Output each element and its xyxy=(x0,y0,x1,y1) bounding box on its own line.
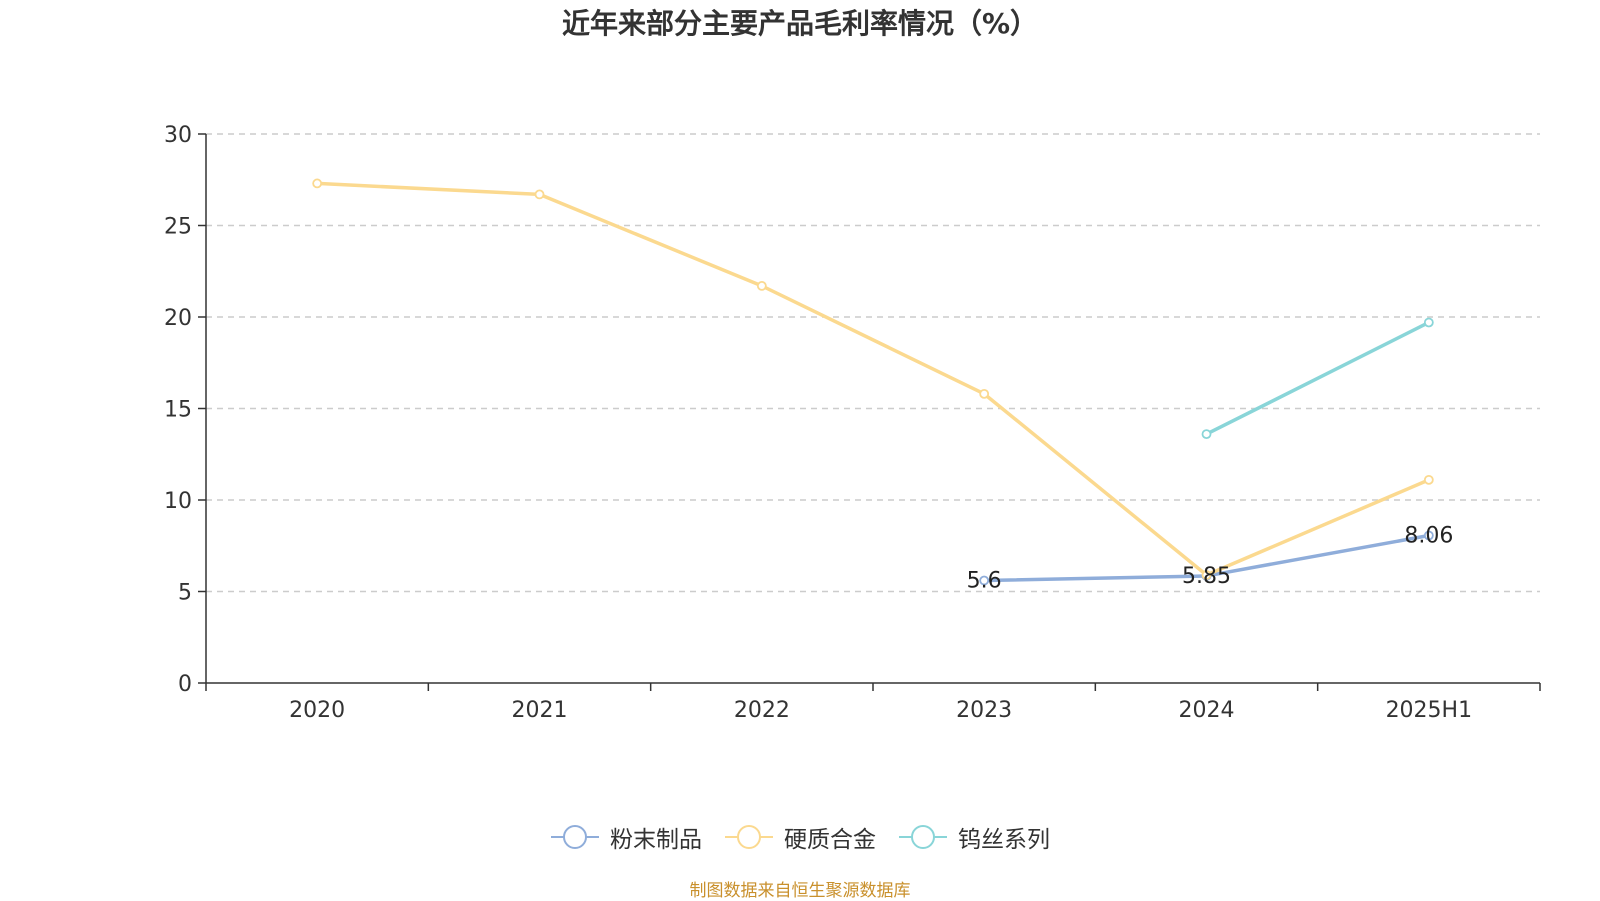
grid-lines xyxy=(206,133,1540,593)
data-point xyxy=(1201,570,1212,580)
legend-swatch-icon xyxy=(551,825,599,849)
data-point xyxy=(979,388,990,399)
y-tick-label: 10 xyxy=(164,489,192,514)
legend-swatch-marker xyxy=(911,825,935,849)
x-tick-label: 2024 xyxy=(1179,698,1235,723)
data-point xyxy=(1423,474,1434,485)
legend-swatch-icon xyxy=(725,825,773,849)
y-tick-label: 25 xyxy=(164,215,192,240)
legend-item-1[interactable]: 粉末制品 xyxy=(550,820,702,854)
x-tick-label: 2020 xyxy=(289,698,345,723)
series-line-3 xyxy=(1204,320,1431,436)
data-point xyxy=(1423,530,1434,541)
data-point xyxy=(756,280,767,291)
y-tick-label: 30 xyxy=(164,123,192,148)
legend-label: 钨丝系列 xyxy=(958,827,1050,853)
data-point xyxy=(1201,429,1212,440)
x-tick-label: 2023 xyxy=(956,698,1012,723)
series-line-2 xyxy=(315,181,1431,577)
data-point xyxy=(534,189,545,200)
x-tick-label: 2025H1 xyxy=(1386,698,1473,723)
legend-swatch-marker xyxy=(563,825,587,849)
y-tick-label: 15 xyxy=(164,398,192,423)
legend-swatch-marker xyxy=(737,825,761,849)
legend-item-2[interactable]: 硬质合金 xyxy=(724,820,876,854)
legend-label: 粉末制品 xyxy=(610,827,702,853)
x-tick-label: 2021 xyxy=(512,698,568,723)
data-point xyxy=(312,178,323,189)
y-tick-label: 0 xyxy=(178,672,192,697)
axes: 0 5 10 15 20 25 30 2020 2021 2022 2023 2024 2025H1 xyxy=(164,123,1541,723)
data-label: 5.6 xyxy=(967,569,1002,594)
series-lines xyxy=(312,178,1434,586)
source-note: 制图数据来自恒生聚源数据库 xyxy=(689,881,911,901)
legend: 粉末制品 硬质合金 钨丝系列 xyxy=(0,820,1600,854)
legend-swatch-icon xyxy=(899,825,947,849)
x-tick-label: 2022 xyxy=(734,698,790,723)
data-labels: 5.6 5.85 8.06 xyxy=(967,524,1454,594)
y-tick-label: 5 xyxy=(178,581,192,606)
legend-label: 硬质合金 xyxy=(784,827,876,853)
data-point xyxy=(1423,317,1434,328)
data-label: 5.85 xyxy=(1182,564,1231,589)
y-tick-label: 20 xyxy=(164,306,192,331)
data-label: 8.06 xyxy=(1404,524,1453,549)
legend-item-3[interactable]: 钨丝系列 xyxy=(898,820,1050,854)
data-point xyxy=(979,575,990,586)
chart-title: 近年来部分主要产品毛利率情况（%） xyxy=(561,7,1039,40)
